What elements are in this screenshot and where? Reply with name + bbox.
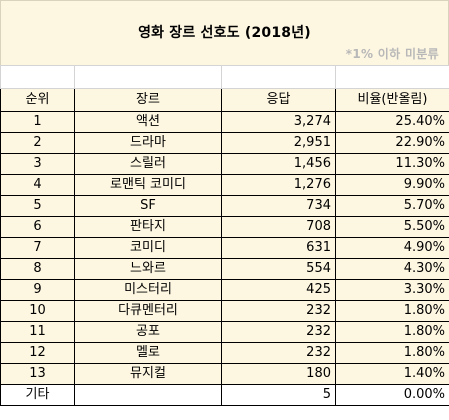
- table-row: 8 느와르 554 4.30%: [0, 258, 449, 280]
- header-rank[interactable]: 순위: [0, 88, 75, 112]
- responses-cell[interactable]: 232: [221, 342, 336, 364]
- blank-row: [0, 65, 449, 89]
- responses-cell[interactable]: 2,951: [221, 132, 336, 154]
- header-ratio[interactable]: 비율(반올림): [335, 88, 449, 112]
- rank-cell[interactable]: 3: [0, 153, 75, 175]
- rank-cell[interactable]: 13: [0, 363, 75, 385]
- rank-cell[interactable]: 기타: [0, 384, 75, 406]
- genre-cell[interactable]: 다큐멘터리: [74, 300, 222, 322]
- genre-cell[interactable]: SF: [74, 195, 222, 217]
- rank-cell[interactable]: 8: [0, 258, 75, 280]
- genre-cell[interactable]: 로맨틱 코미디: [74, 174, 222, 196]
- rank-cell[interactable]: 1: [0, 111, 75, 133]
- rank-cell[interactable]: 9: [0, 279, 75, 301]
- table-row: 11 공포 232 1.80%: [0, 321, 449, 343]
- table-row: 기타 5 0.00%: [0, 384, 449, 406]
- genre-cell[interactable]: 코미디: [74, 237, 222, 259]
- rank-cell[interactable]: 10: [0, 300, 75, 322]
- header-row: 순위 장르 응답 비율(반올림): [0, 88, 449, 112]
- ratio-cell[interactable]: 0.00%: [335, 384, 449, 406]
- ratio-cell[interactable]: 4.30%: [335, 258, 449, 280]
- responses-cell[interactable]: 5: [221, 384, 336, 406]
- genre-cell[interactable]: 스릴러: [74, 153, 222, 175]
- blank-cell[interactable]: [221, 65, 336, 89]
- rank-cell[interactable]: 12: [0, 342, 75, 364]
- header-genre[interactable]: 장르: [74, 88, 222, 112]
- header-responses[interactable]: 응답: [221, 88, 336, 112]
- blank-cell[interactable]: [335, 65, 449, 89]
- sheet-title: 영화 장르 선호도 (2018년): [138, 25, 311, 41]
- table-row: 5 SF 734 5.70%: [0, 195, 449, 217]
- ratio-cell[interactable]: 9.90%: [335, 174, 449, 196]
- genre-cell[interactable]: 공포: [74, 321, 222, 343]
- responses-cell[interactable]: 1,456: [221, 153, 336, 175]
- genre-cell[interactable]: 액션: [74, 111, 222, 133]
- genre-cell[interactable]: 느와르: [74, 258, 222, 280]
- ratio-cell[interactable]: 22.90%: [335, 132, 449, 154]
- rank-cell[interactable]: 4: [0, 174, 75, 196]
- table-row: 9 미스터리 425 3.30%: [0, 279, 449, 301]
- genre-cell[interactable]: [74, 384, 222, 406]
- genre-cell[interactable]: 미스터리: [74, 279, 222, 301]
- ratio-cell[interactable]: 3.30%: [335, 279, 449, 301]
- genre-cell[interactable]: 드라마: [74, 132, 222, 154]
- responses-cell[interactable]: 3,274: [221, 111, 336, 133]
- ratio-cell[interactable]: 1.80%: [335, 321, 449, 343]
- table-row: 2 드라마 2,951 22.90%: [0, 132, 449, 154]
- ratio-cell[interactable]: 5.70%: [335, 195, 449, 217]
- rank-cell[interactable]: 6: [0, 216, 75, 238]
- rank-cell[interactable]: 5: [0, 195, 75, 217]
- table-row: 10 다큐멘터리 232 1.80%: [0, 300, 449, 322]
- genre-cell[interactable]: 뮤지컬: [74, 363, 222, 385]
- ratio-cell[interactable]: 5.50%: [335, 216, 449, 238]
- rank-cell[interactable]: 2: [0, 132, 75, 154]
- table-row: 12 멜로 232 1.80%: [0, 342, 449, 364]
- genre-table: 순위 장르 응답 비율(반올림) 1 액션 3,274 25.40% 2 드라마 2,951…: [0, 65, 449, 406]
- blank-cell[interactable]: [0, 65, 75, 89]
- genre-cell[interactable]: 멜로: [74, 342, 222, 364]
- responses-cell[interactable]: 425: [221, 279, 336, 301]
- table-row: 4 로맨틱 코미디 1,276 9.90%: [0, 174, 449, 196]
- ratio-cell[interactable]: 11.30%: [335, 153, 449, 175]
- ratio-cell[interactable]: 4.90%: [335, 237, 449, 259]
- responses-cell[interactable]: 708: [221, 216, 336, 238]
- responses-cell[interactable]: 734: [221, 195, 336, 217]
- ratio-cell[interactable]: 25.40%: [335, 111, 449, 133]
- table-row: 7 코미디 631 4.90%: [0, 237, 449, 259]
- table-row: 6 판타지 708 5.50%: [0, 216, 449, 238]
- responses-cell[interactable]: 232: [221, 300, 336, 322]
- table-row: 3 스릴러 1,456 11.30%: [0, 153, 449, 175]
- responses-cell[interactable]: 1,276: [221, 174, 336, 196]
- table-row: 13 뮤지컬 180 1.40%: [0, 363, 449, 385]
- responses-cell[interactable]: 554: [221, 258, 336, 280]
- genre-cell[interactable]: 판타지: [74, 216, 222, 238]
- responses-cell[interactable]: 631: [221, 237, 336, 259]
- footnote: *1% 이하 미분류: [345, 47, 439, 61]
- blank-cell[interactable]: [74, 65, 222, 89]
- ratio-cell[interactable]: 1.40%: [335, 363, 449, 385]
- ratio-cell[interactable]: 1.80%: [335, 300, 449, 322]
- rank-cell[interactable]: 7: [0, 237, 75, 259]
- table-row: 1 액션 3,274 25.40%: [0, 111, 449, 133]
- ratio-cell[interactable]: 1.80%: [335, 342, 449, 364]
- responses-cell[interactable]: 180: [221, 363, 336, 385]
- title-block: [0, 0, 449, 66]
- rank-cell[interactable]: 11: [0, 321, 75, 343]
- responses-cell[interactable]: 232: [221, 321, 336, 343]
